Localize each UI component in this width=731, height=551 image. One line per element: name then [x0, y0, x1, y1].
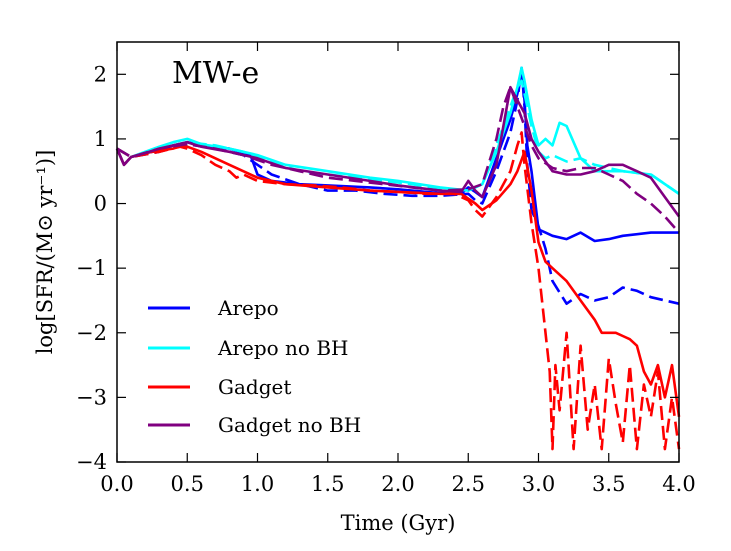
- y-tick-label: −3: [76, 385, 107, 409]
- legend-label-gadget-no-bh: Gadget no BH: [218, 413, 361, 437]
- x-tick-label: 2.5: [452, 472, 485, 496]
- y-tick-label: 2: [94, 62, 107, 86]
- legend-label-gadget: Gadget: [218, 375, 291, 399]
- y-tick-label: −4: [76, 450, 107, 474]
- y-tick-label: 0: [94, 192, 107, 216]
- x-axis-label: Time (Gyr): [341, 511, 456, 535]
- x-tick-label: 4.0: [662, 472, 695, 496]
- series-line-gadget-no-bh-dashed: [116, 85, 680, 234]
- legend-label-arepo: Arepo: [217, 296, 279, 320]
- x-tick-label: 0.5: [171, 472, 204, 496]
- series-line-gadget-dashed: [116, 131, 681, 451]
- chart-title: MW-e: [172, 56, 259, 91]
- y-tick-label: 1: [94, 127, 107, 151]
- y-tick-label: −2: [76, 321, 107, 345]
- series-line-gadget-no-bh-solid: [115, 85, 681, 218]
- x-tick-label: 1.5: [311, 472, 344, 496]
- x-tick-label: 3.0: [522, 472, 555, 496]
- x-tick-label: 0.0: [100, 472, 133, 496]
- series-line-gadget-solid: [115, 144, 681, 417]
- series-layer: [115, 66, 681, 451]
- ticks-layer: 0.0 0.5 1.0 1.5 2.0 2.5 3.0 3.5 4.0 2 1 0 −1 −2 −3 −4: [76, 42, 696, 496]
- x-tick-label: 1.0: [241, 472, 274, 496]
- x-tick-label: 3.5: [592, 472, 625, 496]
- legend-label-arepo-no-bh: Arepo no BH: [217, 336, 348, 360]
- series-line-arepo-no-bh-dashed: [116, 79, 680, 195]
- y-tick-label: −1: [76, 256, 107, 280]
- legend: Arepo Arepo no BH Gadget Gadget no BH: [148, 296, 361, 437]
- x-tick-label: 2.0: [381, 472, 414, 496]
- series-line-arepo-dashed: [116, 66, 680, 306]
- plot-frame: [116, 41, 680, 463]
- y-axis-label: log[SFR/(M⊙ yr⁻¹)]: [33, 150, 57, 355]
- series-line-arepo-no-bh-solid: [115, 66, 680, 195]
